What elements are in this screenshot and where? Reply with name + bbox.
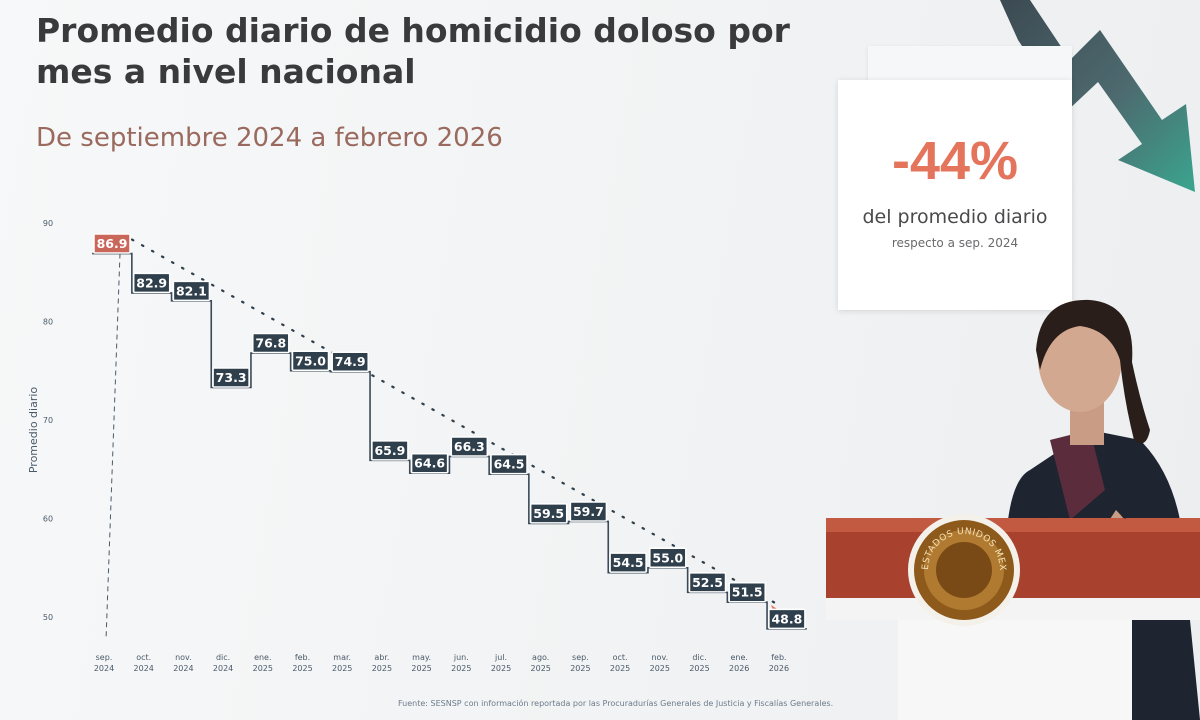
- svg-text:76.8: 76.8: [255, 336, 286, 351]
- x-tick-label: dic.: [692, 653, 706, 662]
- x-tick-label: ene.: [730, 653, 747, 662]
- data-label: 73.3: [212, 367, 250, 388]
- step-chart: Promedio diario 50 60 70 80 90 86.9 82.9 82.1 7…: [27, 219, 807, 673]
- data-label: 74.9: [331, 351, 369, 372]
- svg-text:75.0: 75.0: [295, 353, 326, 368]
- x-tick-year: 2025: [610, 664, 630, 673]
- data-label: 54.5: [609, 552, 647, 573]
- step-series-line: [92, 252, 807, 630]
- page-subtitle: De septiembre 2024 a febrero 2026: [36, 123, 503, 153]
- source-note: Fuente: SESNSP con información reportada…: [398, 699, 834, 708]
- svg-text:64.6: 64.6: [414, 456, 445, 471]
- svg-text:54.5: 54.5: [613, 555, 644, 570]
- data-label: 86.9: [93, 233, 131, 254]
- svg-text:86.9: 86.9: [97, 236, 128, 251]
- x-tick-label: jul.: [494, 653, 507, 662]
- data-label: 65.9: [371, 440, 409, 461]
- x-tick-label: mar.: [333, 653, 351, 662]
- x-tick-year: 2025: [650, 664, 670, 673]
- x-tick-label: oct.: [613, 653, 628, 662]
- x-tick-year: 2025: [411, 664, 431, 673]
- data-label: 82.9: [132, 272, 171, 294]
- x-tick-label: nov.: [175, 653, 192, 662]
- stat-label: del promedio diario: [862, 206, 1048, 228]
- x-tick-year: 2025: [253, 664, 273, 673]
- x-tick-label: jun.: [453, 653, 469, 662]
- svg-text:52.5: 52.5: [692, 575, 723, 590]
- y-tick-label: 60: [43, 515, 53, 524]
- page-title: Promedio diario de homicidio doloso por …: [36, 11, 790, 91]
- data-label: 76.8: [252, 332, 290, 354]
- x-tick-year: 2024: [173, 664, 193, 673]
- svg-text:64.5: 64.5: [494, 457, 525, 472]
- svg-text:59.7: 59.7: [573, 504, 604, 519]
- trend-line: [130, 238, 777, 604]
- svg-text:73.3: 73.3: [216, 370, 247, 385]
- x-tick-year: 2025: [570, 664, 590, 673]
- svg-text:66.3: 66.3: [454, 439, 485, 454]
- data-label: 52.5: [688, 572, 727, 593]
- data-label: 48.8: [768, 608, 806, 630]
- x-tick-label: nov.: [651, 653, 668, 662]
- y-tick-label: 70: [43, 416, 53, 425]
- data-label: 51.5: [728, 581, 766, 603]
- svg-text:55.0: 55.0: [652, 550, 683, 565]
- x-tick-label: ene.: [254, 653, 271, 662]
- x-tick-year: 2024: [134, 664, 154, 673]
- data-label: 64.6: [410, 452, 449, 474]
- data-label: 55.0: [649, 547, 687, 568]
- svg-text:65.9: 65.9: [374, 443, 405, 458]
- x-tick-label: feb.: [771, 653, 786, 662]
- x-tick-year: 2024: [94, 664, 114, 673]
- x-tick-year: 2025: [531, 664, 551, 673]
- svg-text:82.1: 82.1: [176, 283, 207, 298]
- data-label: 82.1: [172, 280, 211, 302]
- x-tick-label: sep.: [96, 653, 113, 662]
- stat-card: -44% del promedio diario respecto a sep.…: [838, 80, 1072, 310]
- y-tick-label: 90: [43, 219, 53, 228]
- data-label: 66.3: [450, 436, 489, 457]
- stat-card-tab: [868, 46, 1072, 86]
- x-tick-year: 2026: [729, 664, 749, 673]
- baseline-guide: [105, 253, 121, 641]
- data-label: 59.5: [529, 503, 568, 524]
- svg-text:51.5: 51.5: [732, 585, 763, 600]
- svg-text:74.9: 74.9: [335, 354, 366, 369]
- x-tick-year: 2026: [769, 664, 789, 673]
- x-tick-year: 2025: [292, 664, 312, 673]
- x-tick-year: 2025: [372, 664, 392, 673]
- mexico-seal-icon: ESTADOS UNIDOS MEXICANOS: [906, 512, 1020, 626]
- y-tick-label: 80: [43, 318, 53, 327]
- x-tick-year: 2024: [213, 664, 233, 673]
- stat-sublabel: respecto a sep. 2024: [891, 236, 1019, 250]
- x-tick-label: feb.: [295, 653, 310, 662]
- y-axis-label: Promedio diario: [27, 387, 40, 474]
- svg-text:59.5: 59.5: [533, 506, 564, 521]
- svg-text:48.8: 48.8: [771, 611, 802, 626]
- x-tick-label: sep.: [572, 653, 589, 662]
- svg-text:82.9: 82.9: [136, 275, 167, 290]
- y-tick-label: 50: [43, 613, 53, 622]
- data-label: 64.5: [490, 453, 528, 475]
- x-tick-label: may.: [412, 653, 431, 662]
- x-tick-label: oct.: [136, 653, 151, 662]
- data-label: 59.7: [569, 501, 608, 522]
- x-tick-label: ago.: [532, 653, 549, 662]
- x-tick-label: dic.: [216, 653, 230, 662]
- x-tick-year: 2025: [451, 664, 471, 673]
- x-tick-year: 2025: [689, 664, 709, 673]
- stat-value: -44%: [891, 131, 1019, 191]
- x-tick-year: 2025: [332, 664, 352, 673]
- data-label: 75.0: [291, 350, 330, 371]
- x-tick-label: abr.: [374, 653, 389, 662]
- x-tick-year: 2025: [491, 664, 511, 673]
